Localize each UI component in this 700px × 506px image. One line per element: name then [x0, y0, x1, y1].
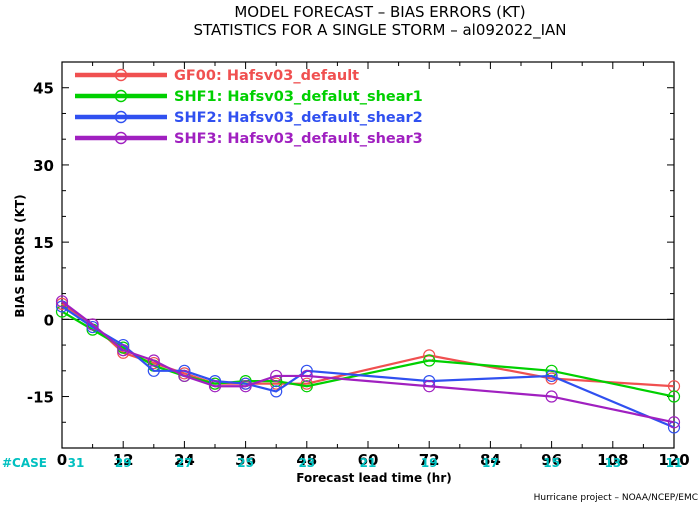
legend-marker: [114, 131, 128, 145]
x-tick-label: 24: [174, 451, 195, 469]
x-axis-ticks: 0 12 24 36 48 60 72 84 96 108 120: [57, 62, 690, 469]
series-point: [147, 364, 160, 377]
case-count: 17: [482, 456, 499, 470]
y-tick-label: 0: [44, 311, 54, 329]
y-axis-label: BIAS ERRORS (KT): [13, 194, 27, 317]
series-point: [178, 369, 191, 383]
x-tick-label: 84: [480, 451, 501, 469]
series-point: [86, 318, 99, 331]
series-point: [55, 295, 69, 308]
legend-label: SHF3: Hafsv03_default_shear3: [174, 131, 423, 147]
x-tick-label: 120: [658, 451, 689, 469]
y-axis-label-group: BIAS ERRORS (KT): [13, 194, 27, 317]
series-point: [423, 354, 436, 367]
case-count: 27: [176, 456, 193, 470]
series-point: [239, 380, 252, 393]
series-point: [545, 390, 558, 403]
case-count: 13: [604, 456, 621, 470]
series-point: [545, 369, 558, 383]
x-tick-label: 12: [113, 451, 134, 469]
series-point: [667, 380, 681, 393]
x-tick-label: 0: [57, 451, 67, 469]
legend: GF00: Hafsv03_default SHF1: Hafsv03_defal…: [75, 68, 423, 147]
case-count: 29: [115, 456, 132, 470]
case-row-label: #CASE: [2, 456, 47, 470]
x-tick-label: 36: [235, 451, 256, 469]
y-tick-label: 30: [33, 157, 54, 175]
chart-title: MODEL FORECAST – BIAS ERRORS (KT): [234, 3, 525, 21]
series-point: [147, 354, 160, 367]
legend-label: SHF2: Hafsv03_default_shear2: [174, 110, 423, 126]
series-point: [300, 380, 313, 393]
y-tick-label: 45: [33, 80, 54, 98]
case-count: 25: [237, 456, 254, 470]
series-point: [270, 369, 283, 383]
case-count: 31: [68, 456, 85, 470]
series-point: [667, 416, 681, 429]
legend-label: SHF1: Hafsv03_defalut_shear1: [174, 89, 423, 105]
case-count: 21: [360, 456, 377, 470]
legend-label: GF00: Hafsv03_default: [174, 68, 359, 84]
x-tick-label: 72: [419, 451, 440, 469]
case-count: 19: [421, 456, 438, 470]
legend-marker: [114, 68, 128, 82]
x-tick-label: 60: [358, 451, 379, 469]
credit-text: Hurricane project – NOAA/NCEP/EMC: [534, 493, 698, 503]
series-line-4: [61, 300, 675, 424]
series-line-2: [61, 310, 675, 398]
y-tick-label: -15: [27, 389, 54, 407]
x-tick-label: 96: [541, 451, 562, 469]
case-counts: 31 29 27 25 23 21 19 17 15 13 11: [68, 456, 683, 470]
series-group: [55, 295, 681, 434]
legend-marker: [114, 110, 128, 124]
legend-marker: [114, 89, 128, 103]
series-line-3: [61, 305, 675, 429]
x-tick-label: 48: [296, 451, 317, 469]
series-point: [667, 390, 681, 403]
case-count: 11: [666, 456, 683, 470]
series-point: [55, 305, 69, 318]
series-point: [208, 380, 222, 393]
series-point: [270, 385, 283, 398]
y-tick-label: 15: [33, 234, 54, 252]
case-count: 15: [543, 456, 560, 470]
series-point: [300, 369, 313, 383]
series-point: [423, 380, 436, 393]
x-tick-label: 108: [597, 451, 628, 469]
chart-subtitle: STATISTICS FOR A SINGLE STORM – al092022…: [193, 21, 566, 40]
series-point: [117, 344, 130, 357]
case-count: 23: [298, 456, 315, 470]
x-axis-label: Forecast lead time (hr): [296, 471, 452, 485]
